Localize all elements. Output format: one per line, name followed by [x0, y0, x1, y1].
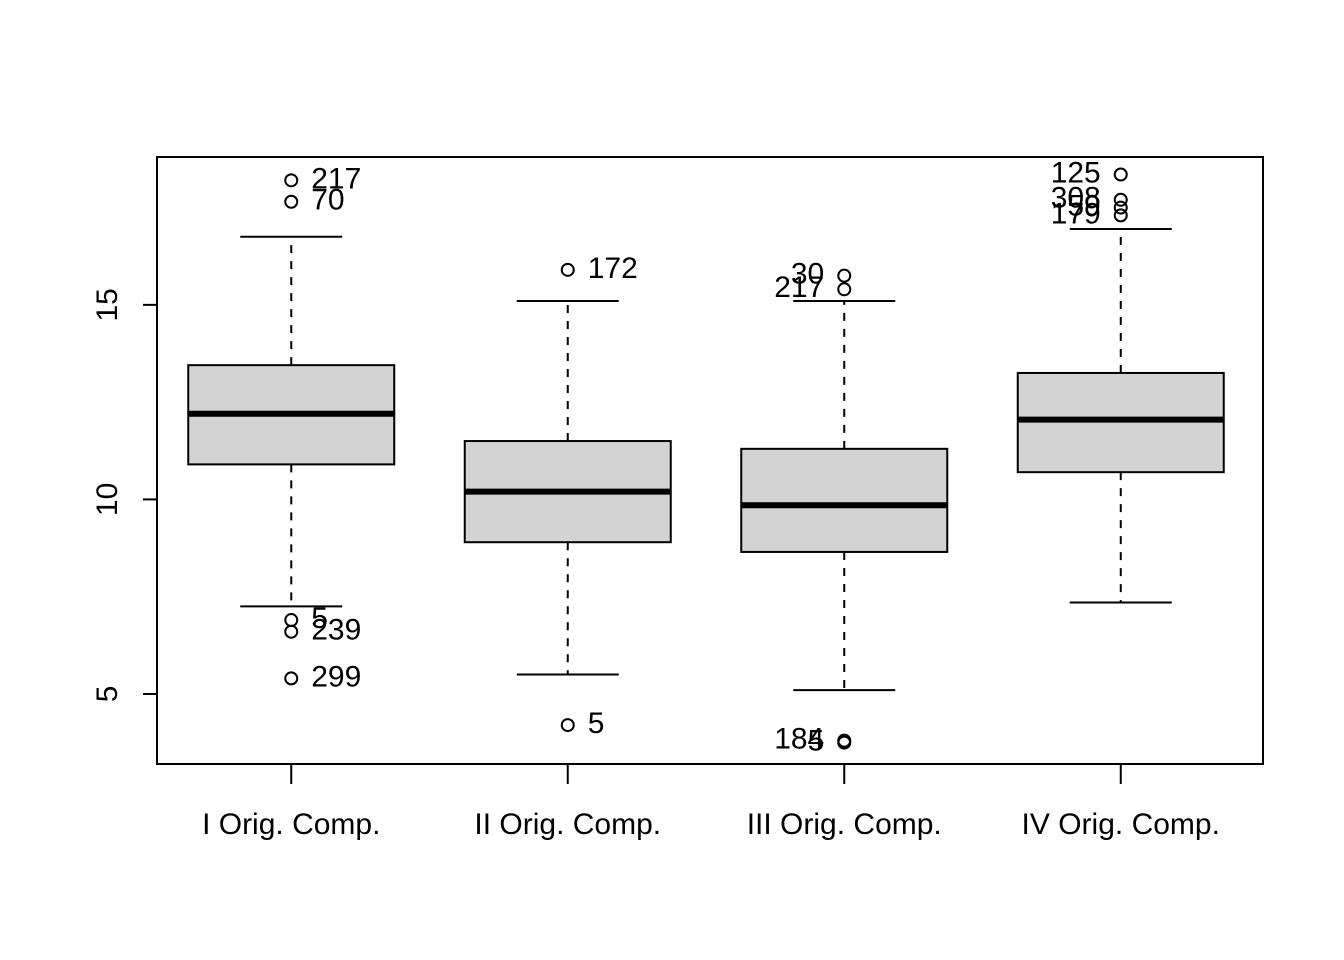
- y-axis: 5 10 15: [91, 288, 157, 702]
- x-tick-label: III Orig. Comp.: [747, 808, 942, 841]
- x-tick-label: I Orig. Comp.: [202, 808, 380, 841]
- plot-frame: [156, 156, 1264, 765]
- outlier-point: [1113, 167, 1128, 182]
- outlier-label: 30: [791, 258, 824, 291]
- y-tick-label: 5: [91, 686, 124, 703]
- outlier-label: 5: [808, 725, 825, 758]
- outlier-label: 184: [774, 723, 824, 756]
- outlier-label: 299: [311, 660, 361, 693]
- outlier-label: 308: [1051, 182, 1101, 215]
- outlier-label: 172: [588, 252, 638, 285]
- outlier-point: [284, 194, 299, 209]
- outlier-point: [837, 282, 852, 297]
- outlier-label: 125: [1051, 156, 1101, 189]
- outlier-label: 5: [588, 707, 605, 740]
- outlier-point: [1113, 192, 1128, 207]
- outlier-point: [284, 173, 299, 188]
- outlier-point: [560, 718, 575, 733]
- outlier-point: [284, 624, 299, 639]
- y-tick-label: 10: [91, 483, 124, 516]
- outlier-label: 239: [311, 614, 361, 647]
- outlier-point: [1113, 200, 1128, 215]
- x-tick-label: II Orig. Comp.: [474, 808, 661, 841]
- outlier-point: [284, 671, 299, 686]
- outlier-point: [837, 735, 852, 750]
- outlier-label: 217: [774, 271, 824, 304]
- outlier-point: [560, 262, 575, 277]
- y-tick-label: 15: [91, 288, 124, 321]
- outlier-point: [284, 613, 299, 628]
- x-tick-label: IV Orig. Comp.: [1022, 808, 1220, 841]
- outlier-point: [837, 268, 852, 283]
- outlier-label: 59: [1067, 190, 1100, 223]
- iqr-box: [740, 447, 949, 553]
- outlier-point: [1113, 208, 1128, 223]
- x-axis: I Orig. Comp. II Orig. Comp. III Orig. Com…: [202, 764, 1220, 841]
- outlier-label: 217: [311, 162, 361, 195]
- outlier-label: 179: [1051, 197, 1101, 230]
- outlier-label: 5: [311, 602, 328, 635]
- outlier-label: 70: [311, 184, 344, 217]
